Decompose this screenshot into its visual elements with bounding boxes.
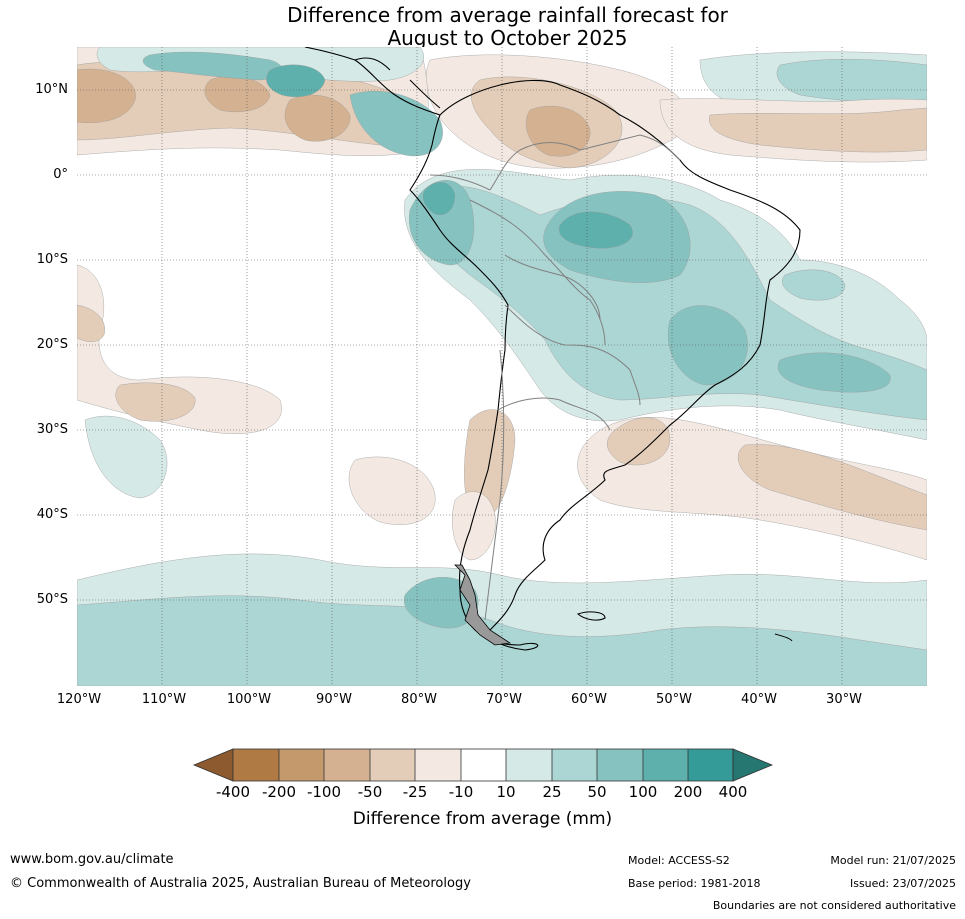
contour-pacific-dry25-a xyxy=(77,304,105,342)
title-line-2: August to October 2025 xyxy=(387,26,628,50)
lat-label-40s: 40°S xyxy=(36,507,68,522)
legend-tick-10: 10 xyxy=(496,783,516,801)
lat-label-0: 0° xyxy=(53,167,68,182)
lon-label-120w: 120°W xyxy=(56,692,102,707)
contour-itcz-dry50-c xyxy=(284,94,351,142)
caribbean-coastline xyxy=(354,57,441,109)
lon-label-100w: 100°W xyxy=(226,692,272,707)
contour-atlantic-wet50 xyxy=(778,352,891,393)
website-link[interactable]: www.bom.gov.au/climate xyxy=(10,852,174,867)
contour-itcz-wet100 xyxy=(266,64,326,98)
lon-label-50w: 50°W xyxy=(656,692,692,707)
legend-swatch-wet50 xyxy=(597,749,643,781)
south-georgia xyxy=(774,633,793,642)
legend-frame xyxy=(232,748,734,782)
contour-pacific-dry10-b xyxy=(348,456,436,525)
legend-tick-minus50: -50 xyxy=(357,783,383,801)
legend-swatch-wet25 xyxy=(552,749,597,781)
legend-title: Difference from average (mm) xyxy=(352,809,613,829)
contour-atlantic-wet25 xyxy=(782,269,846,301)
legend-dividers xyxy=(278,749,689,781)
lon-label-60w: 60°W xyxy=(571,692,607,707)
lat-label-30s: 30°S xyxy=(36,422,68,437)
map-title: Difference from average rainfall forecas… xyxy=(0,4,965,50)
legend-swatch-neutral xyxy=(461,749,506,781)
copyright-text: © Commonwealth of Australia 2025, Austra… xyxy=(10,876,471,891)
contour-brazil-wet100-north xyxy=(558,211,633,249)
legend-swatch-dry50 xyxy=(324,749,370,781)
contour-north-atlantic-dry25 xyxy=(709,107,927,153)
graticule xyxy=(77,47,927,686)
legend-swatch-wet200 xyxy=(688,749,733,781)
title-line-1: Difference from average rainfall forecas… xyxy=(287,3,728,27)
contour-peru-wet100 xyxy=(422,182,456,216)
lat-label-10n: 10°N xyxy=(35,82,68,97)
legend-tick-minus10: -10 xyxy=(448,783,474,801)
legend-swatch-dry100 xyxy=(279,749,324,781)
lon-label-40w: 40°W xyxy=(741,692,777,707)
legend-swatch-dry10 xyxy=(415,749,461,781)
contour-patagonia-dry10 xyxy=(452,491,496,561)
legend-tick-100: 100 xyxy=(628,783,658,801)
legend-tick-400: 400 xyxy=(718,783,748,801)
lat-label-20s: 20°S xyxy=(36,337,68,352)
lon-label-70w: 70°W xyxy=(486,692,522,707)
model-run-date: Model run: 21/07/2025 xyxy=(830,854,956,867)
legend-tick-minus25: -25 xyxy=(402,783,428,801)
contour-south-atlantic-dry25 xyxy=(737,444,927,531)
model-name: Model: ACCESS-S2 xyxy=(628,854,730,867)
base-period: Base period: 1981-2018 xyxy=(628,877,761,890)
legend-swatch-wet10 xyxy=(506,749,552,781)
legend-swatch-dry25 xyxy=(370,749,415,781)
lon-label-110w: 110°W xyxy=(141,692,187,707)
legend-tick-minus200: -200 xyxy=(261,783,297,801)
contour-itcz-dry50-a xyxy=(77,68,136,123)
falkland-islands xyxy=(576,611,606,621)
country-borders xyxy=(429,134,681,621)
lat-label-50s: 50°S xyxy=(36,592,68,607)
lon-label-80w: 80°W xyxy=(401,692,437,707)
legend-tick-minus400: -400 xyxy=(215,783,251,801)
legend-tick-200: 200 xyxy=(673,783,703,801)
contour-pacific-wet10 xyxy=(84,415,168,499)
legend-tick-25: 25 xyxy=(542,783,562,801)
boundaries-disclaimer: Boundaries are not considered authoritat… xyxy=(712,899,956,912)
legend-swatch-dry200 xyxy=(233,749,279,781)
lat-label-10s: 10°S xyxy=(36,252,68,267)
south-america-coastline xyxy=(409,79,801,651)
contour-itcz-wet50 xyxy=(142,51,283,81)
contour-brazil-wet50-south xyxy=(667,305,748,386)
contour-pacific-dry25-b xyxy=(115,382,196,422)
lon-label-90w: 90°W xyxy=(316,692,352,707)
lon-label-30w: 30°W xyxy=(826,692,862,707)
central-america-coastline xyxy=(304,47,441,116)
legend-swatch-wet100 xyxy=(643,749,688,781)
contour-uruguay-dry25 xyxy=(607,417,671,466)
legend-tick-50: 50 xyxy=(587,783,607,801)
legend-arrow-low xyxy=(192,748,234,782)
legend-tick-minus100: -100 xyxy=(306,783,342,801)
legend-arrow-high xyxy=(732,748,774,782)
issued-date: Issued: 23/07/2025 xyxy=(849,877,956,890)
tierra-del-fuego xyxy=(454,564,512,646)
